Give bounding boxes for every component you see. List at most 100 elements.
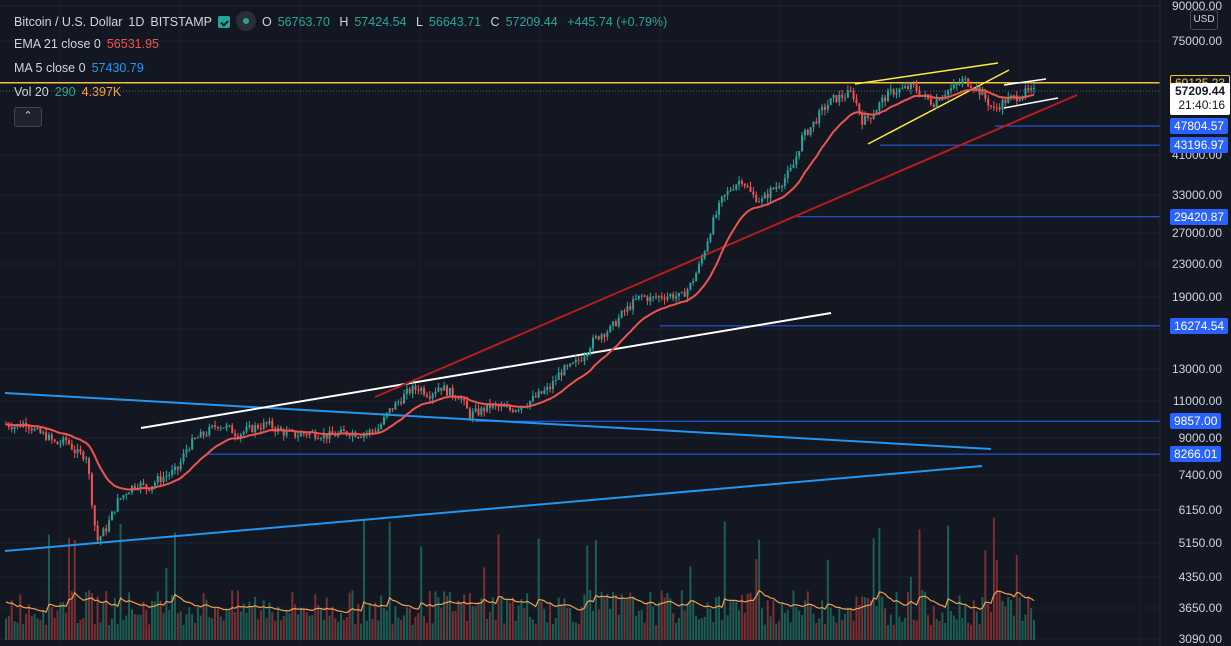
candle-body bbox=[821, 106, 824, 111]
volume-bar bbox=[231, 590, 234, 640]
currency-button[interactable]: USD bbox=[1190, 10, 1218, 30]
volume-bar bbox=[949, 611, 952, 640]
candle-body bbox=[781, 186, 784, 188]
candle-body bbox=[319, 438, 322, 440]
volume-bar bbox=[53, 617, 56, 640]
candle-body bbox=[88, 458, 91, 474]
price-level-tag[interactable]: 29420.87 bbox=[1170, 208, 1229, 225]
price-level-tag[interactable]: 47804.57 bbox=[1170, 118, 1229, 134]
price-level-tag[interactable]: 8266.01 bbox=[1170, 446, 1222, 463]
volume-bar bbox=[317, 604, 320, 640]
volume-bar bbox=[806, 591, 809, 640]
candle-body bbox=[176, 466, 179, 470]
volume-bar bbox=[486, 618, 489, 640]
collapse-legend-button[interactable]: ⌃ bbox=[14, 107, 42, 127]
volume-bar bbox=[10, 600, 13, 640]
volume-bar bbox=[715, 597, 718, 640]
candle-body bbox=[735, 184, 738, 190]
candle-body bbox=[268, 420, 271, 424]
candle-body bbox=[460, 398, 463, 400]
candle-body bbox=[506, 406, 509, 408]
candle-body bbox=[763, 193, 766, 199]
candle-body bbox=[677, 292, 680, 297]
candle-body bbox=[987, 98, 990, 106]
candle-body bbox=[889, 89, 892, 91]
candle-body bbox=[394, 402, 397, 410]
candle-body bbox=[697, 263, 700, 273]
ma-legend[interactable]: MA 5 close 0 57430.79 bbox=[14, 61, 150, 75]
candle-body bbox=[503, 405, 506, 407]
candle-body bbox=[322, 433, 325, 439]
volume-bar bbox=[600, 591, 603, 640]
candle-body bbox=[643, 295, 646, 297]
candle-body bbox=[571, 362, 574, 364]
volume-bar bbox=[529, 616, 532, 640]
volume-bar bbox=[766, 600, 769, 640]
candle-body bbox=[317, 438, 320, 440]
candle-body bbox=[838, 94, 841, 102]
candle-body bbox=[812, 121, 815, 128]
candle-body bbox=[795, 156, 798, 165]
volume-bar bbox=[927, 615, 930, 640]
price-level-tag[interactable]: 43196.97 bbox=[1170, 137, 1229, 154]
volume-bar bbox=[841, 619, 844, 640]
candle-body bbox=[471, 411, 474, 419]
volume-bar bbox=[30, 615, 33, 640]
volume-bar bbox=[216, 607, 219, 640]
candle-body bbox=[325, 433, 328, 439]
candle-body bbox=[425, 394, 428, 397]
volume-bar bbox=[362, 520, 365, 640]
volume-bar bbox=[139, 614, 142, 640]
volume-bar bbox=[70, 591, 73, 640]
volume-bar bbox=[130, 609, 133, 640]
volume-bar bbox=[958, 595, 961, 640]
candle-body bbox=[715, 214, 718, 218]
symbol-name[interactable]: Bitcoin / U.S. Dollar bbox=[14, 15, 123, 29]
volume-bar bbox=[629, 592, 632, 640]
candle-body bbox=[110, 511, 113, 521]
interval-label[interactable]: 1D bbox=[128, 15, 145, 29]
volume-bar bbox=[345, 617, 348, 640]
volume-bar bbox=[311, 615, 314, 640]
candle-body bbox=[45, 432, 48, 440]
volume-bar bbox=[614, 594, 617, 640]
candle-body bbox=[675, 296, 678, 299]
volume-bar bbox=[566, 607, 569, 640]
candle-body bbox=[700, 258, 703, 264]
price-level-tag[interactable]: 16274.54 bbox=[1170, 317, 1229, 334]
ema-legend[interactable]: EMA 21 close 0 56531.95 bbox=[14, 37, 165, 51]
candle-body bbox=[549, 386, 552, 390]
candle-body bbox=[970, 86, 973, 88]
candle-body bbox=[148, 489, 151, 491]
candle-body bbox=[328, 431, 331, 439]
volume-bar bbox=[569, 608, 572, 640]
volume-bar bbox=[838, 607, 841, 640]
candle-body bbox=[823, 106, 826, 110]
volume-bar bbox=[740, 594, 743, 640]
candle-body bbox=[391, 408, 394, 410]
candle-body bbox=[1007, 97, 1010, 104]
price-tick-label: 4350.00 bbox=[1179, 570, 1223, 584]
volume-bar bbox=[852, 620, 855, 640]
price-level-tag[interactable]: 9857.00 bbox=[1170, 413, 1222, 430]
volume-bar bbox=[211, 618, 214, 640]
exchange-label: BITSTAMP bbox=[150, 15, 212, 29]
candle-body bbox=[70, 443, 73, 450]
candle-body bbox=[981, 90, 984, 96]
volume-bar bbox=[351, 590, 354, 640]
candle-body bbox=[133, 485, 136, 489]
volume-bar bbox=[554, 617, 557, 640]
visibility-icon[interactable] bbox=[235, 11, 256, 31]
volume-legend[interactable]: Vol 20 290 4.397K bbox=[14, 85, 127, 99]
price-tick-label: 6150.00 bbox=[1179, 503, 1223, 517]
candle-body bbox=[374, 430, 377, 432]
candle-body bbox=[428, 396, 431, 399]
bar-countdown: 21:40:16 bbox=[1178, 98, 1226, 112]
volume-bar bbox=[116, 623, 119, 640]
candle-body bbox=[62, 437, 65, 444]
candle-body bbox=[239, 434, 242, 439]
candle-body bbox=[308, 432, 311, 436]
ma-label: MA 5 close 0 bbox=[14, 61, 86, 75]
volume-bar bbox=[360, 623, 363, 640]
